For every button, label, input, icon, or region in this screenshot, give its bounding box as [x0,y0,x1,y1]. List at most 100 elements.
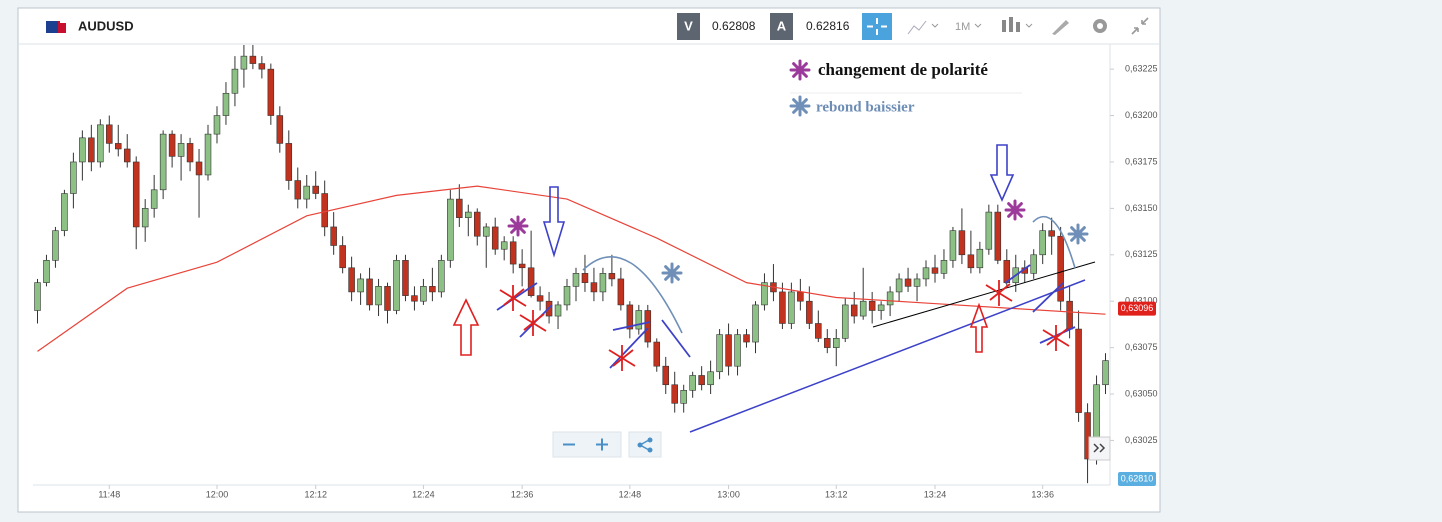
candle-body [877,304,885,311]
x-tick-label: 13:24 [924,489,947,499]
candle-body [429,286,436,293]
candle-body [895,278,903,293]
candle-body [949,230,957,261]
candle-body [249,55,257,64]
bid-button[interactable] [677,13,700,40]
candle-body [384,286,391,311]
candle-body [958,230,966,256]
drawings [452,144,1096,433]
share-button[interactable] [628,431,662,458]
y-tick-label: 0,63050 [1125,388,1158,398]
x-tick-label: 12:00 [206,489,229,499]
candle-body [922,267,930,280]
y-tick-label: 0,63225 [1125,64,1158,74]
candle-body [806,300,813,324]
candle-body [159,133,167,191]
symbol[interactable]: AUDUSD [78,18,134,33]
candle-body [985,211,993,250]
candle-body [482,226,490,237]
candle-body [491,226,499,250]
y-tick-label: 0,63175 [1125,156,1158,166]
segments [496,264,1076,369]
candle-body [994,211,1002,261]
candle-body [402,260,409,296]
y-tick-label: 0,63125 [1125,249,1158,259]
candle-body [886,291,894,306]
candle-body [1030,254,1037,274]
x-tick-label: 12:48 [619,489,642,499]
ask-button[interactable] [770,13,793,40]
ask-price: 0.62816 [806,19,850,33]
up-arrows [452,298,989,356]
candle-style-button[interactable] [1002,17,1033,32]
candle-body [213,115,221,135]
candle-body [815,323,822,339]
y-tick-label: 0,63075 [1125,342,1158,352]
candle-body [258,63,266,70]
candle-body [1048,230,1055,237]
candle-body [70,161,77,194]
candle-body [222,92,230,116]
asterisk [789,59,811,81]
scroll-latest-button[interactable] [1088,436,1111,461]
annotation: rebond baissier [816,99,915,115]
candle-body [500,241,508,250]
candle-body [518,263,526,269]
asterisk [789,95,811,117]
candle-body [204,133,212,176]
y-tick-label: 0,63150 [1125,203,1158,213]
candle-body [680,390,687,404]
candle-body [563,286,571,306]
fullscreen-button[interactable] [1131,17,1149,35]
candle-body [285,143,293,181]
trend-line [872,261,1096,328]
candle-body [931,267,939,274]
candle-body [52,230,59,261]
candle-body [671,384,678,404]
candle-body [195,161,203,176]
candle-body [357,278,364,293]
timeframe[interactable]: 1M [955,21,970,33]
draw-button[interactable] [1052,20,1069,35]
x-tick-label: 13:12 [825,489,848,499]
candle-body [267,68,275,116]
candle-body [725,334,732,367]
candle-body [554,304,562,317]
candle-body [303,185,310,200]
zoom-in[interactable] [596,438,608,451]
candle-body [276,115,284,144]
candle-body [716,334,723,373]
x-tick-label: 12:24 [412,489,435,499]
candle-body [590,282,598,293]
chart-type-button[interactable] [907,20,939,35]
candle-body [734,334,741,367]
candle-body [752,304,759,343]
x-tick-label: 13:36 [1031,489,1054,499]
candle-body [859,300,867,317]
candle-body [662,365,669,386]
candle-body [581,273,589,283]
bid-label: V [684,18,693,33]
candle-body [976,248,984,269]
candle-body [330,226,337,246]
candle-body [115,143,122,150]
candle-body [509,241,517,265]
candle-body [572,273,580,287]
candle-body [824,338,831,348]
candle-body [375,286,382,306]
candle-body [465,211,472,218]
candle-body [743,334,750,343]
candle-body [447,198,454,261]
price-marker-label: 0,62810 [1121,473,1154,483]
candle-body [168,133,176,157]
candle-body [689,375,696,391]
candle-body [321,193,328,228]
candle-body [788,291,795,324]
candle-body [348,267,355,293]
candle-body [141,208,149,228]
cross-marks [499,280,1070,371]
candle-body [833,338,840,348]
ask-label: A [777,18,787,33]
candle-body [474,211,481,237]
crosshair-button[interactable] [862,13,892,40]
